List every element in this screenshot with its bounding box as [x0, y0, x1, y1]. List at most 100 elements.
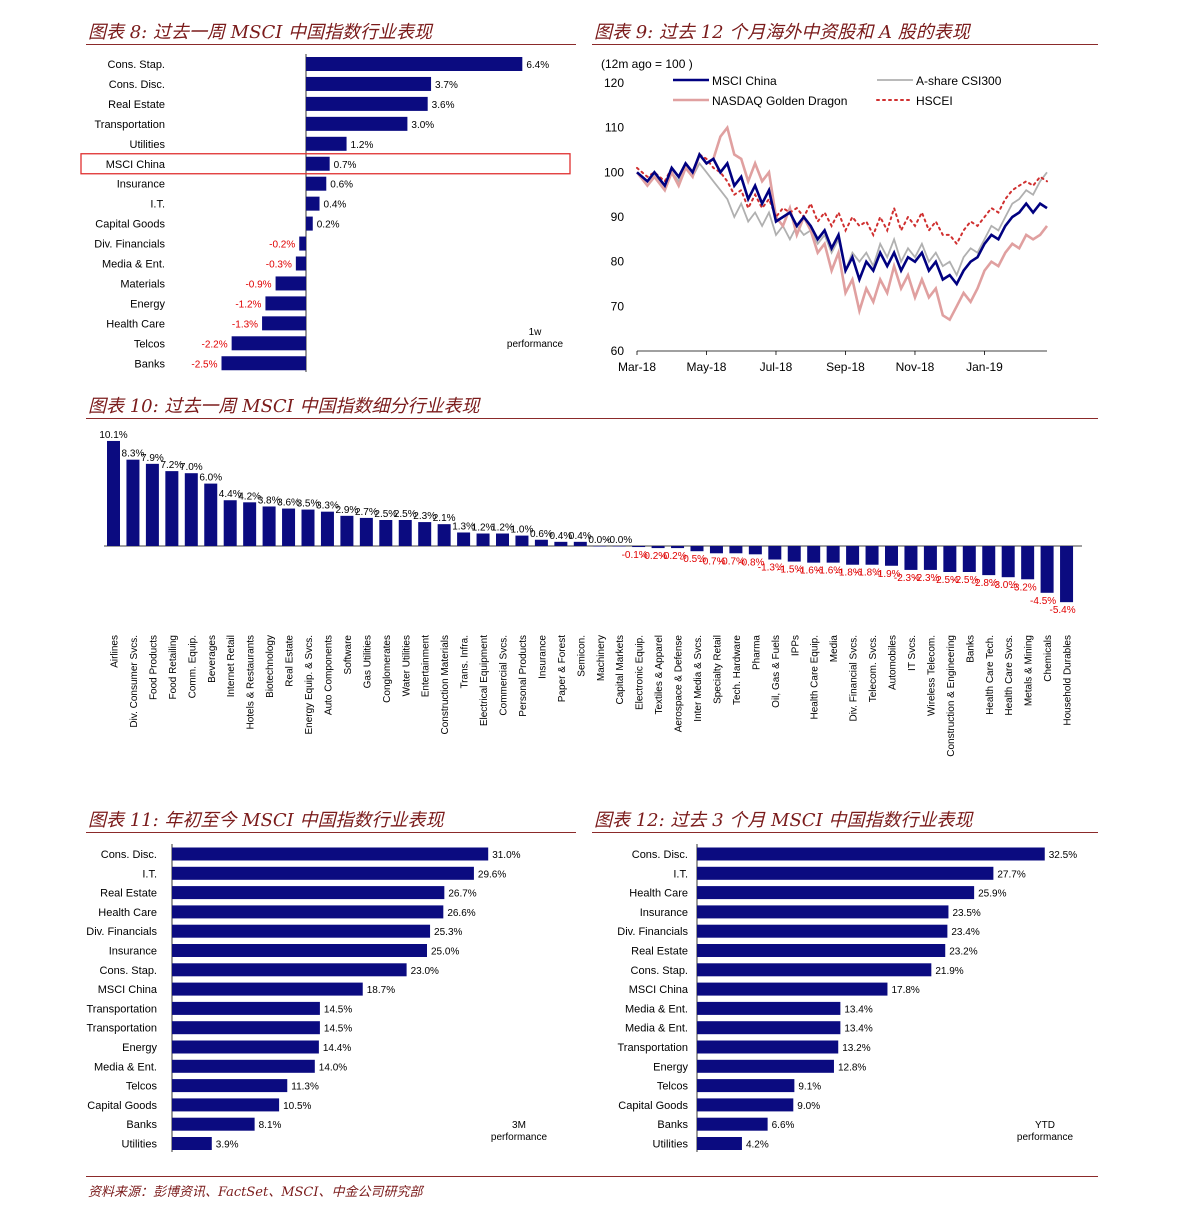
fig10-category-label: Media — [829, 635, 840, 663]
fig12-value-label: 23.5% — [952, 908, 980, 919]
fig8-value-label: 0.2% — [317, 220, 340, 231]
fig10-value-label: -2.3% — [913, 573, 939, 584]
fig11-svg: Cons. Disc. 31.0% I.T. 29.6% Real Estate 26.7… — [86, 844, 548, 1152]
fig8-category-label: Utilities — [130, 139, 166, 151]
fig10-category-label: Commercial Svcs. — [499, 635, 510, 716]
fig10-value-label: -0.2% — [660, 551, 686, 562]
fig12-category-label: Capital Goods — [618, 1100, 688, 1112]
fig10-bar — [671, 546, 685, 549]
fig12-value-label: 25.9% — [978, 889, 1006, 900]
fig8-bar — [306, 96, 428, 111]
fig11-bar — [172, 944, 427, 957]
fig8-highlight-box — [80, 153, 571, 175]
fig9-x-tick-label: Mar-18 — [618, 360, 656, 374]
fig10-category-label: Biotechnology — [265, 635, 276, 698]
fig10-category-label: Construction Materials — [440, 635, 451, 734]
fig8-category-label: MSCI China — [106, 159, 166, 171]
fig10-bar — [398, 520, 412, 546]
fig10-value-label: 3.3% — [316, 501, 339, 512]
fig10-category-label: Electrical Equipment — [479, 635, 490, 726]
fig10-category-label: Conglomerates — [382, 635, 393, 703]
fig12-value-label: 21.9% — [935, 966, 963, 977]
fig10-value-label: -4.5% — [1030, 596, 1056, 607]
fig12-value-label: 9.0% — [797, 1101, 820, 1112]
fig8-bar — [295, 256, 306, 271]
fig12-value-label: 17.8% — [891, 985, 919, 996]
fig10-bar — [379, 520, 393, 546]
fig10-category-label: Oil, Gas & Fuels — [771, 635, 782, 708]
fig8-bar — [221, 356, 306, 371]
fig9-legend-label: NASDAQ Golden Dragon — [712, 94, 847, 108]
fig10-bar — [107, 440, 120, 546]
fig10-value-label: 3.8% — [258, 495, 281, 506]
fig10-category-label: Chemicals — [1043, 635, 1054, 682]
fig11-category-label: MSCI China — [98, 984, 158, 996]
fig11-bar — [172, 1117, 255, 1131]
fig9-legend-label: A-share CSI300 — [916, 74, 1002, 88]
fig12-annotation: performance — [1017, 1132, 1074, 1143]
fig10-bar — [962, 546, 976, 572]
fig9-y-tick-label: 60 — [611, 344, 625, 358]
fig12-bar — [697, 944, 946, 957]
fig10-value-label: -2.5% — [933, 575, 959, 586]
fig12-value-label: 23.2% — [949, 947, 977, 958]
fig10-value-label: 0.4% — [549, 531, 572, 542]
fig10-value-label: -2.3% — [894, 573, 920, 584]
fig10-value-label: 0.4% — [569, 531, 592, 542]
fig11-bar — [172, 1098, 280, 1112]
fig8-bar — [265, 296, 306, 311]
fig8-value-label: -2.5% — [191, 359, 217, 370]
fig11-category-label: Cons. Stap. — [100, 965, 157, 977]
fig12-value-label: 23.4% — [951, 927, 979, 938]
fig9-x-tick-label: Nov-18 — [896, 360, 935, 374]
fig10-category-label: Telecom. Svcs. — [868, 635, 879, 702]
fig10-bar — [1040, 546, 1054, 593]
fig10-value-label: -0.1% — [622, 550, 648, 561]
fig8-category-label: Cons. Stap. — [108, 59, 165, 71]
fig10-bar — [184, 473, 198, 546]
fig10-value-label: 1.3% — [452, 521, 475, 532]
fig8-category-label: Telcos — [134, 338, 166, 350]
fig11-category-label: I.T. — [142, 868, 157, 880]
fig12-category-label: Banks — [657, 1119, 688, 1131]
fig8-category-label: Banks — [134, 358, 165, 370]
fig10-category-label: Software — [343, 635, 354, 675]
fig10-category-label: Paper & Forest — [557, 635, 568, 702]
fig10-category-label: Airlines — [110, 635, 121, 668]
fig12-value-label: 32.5% — [1049, 850, 1077, 861]
fig8-category-label: Cons. Disc. — [109, 79, 165, 91]
fig9-svg: 60 70 80 90 100 110 120 Mar-18 May-18 Jul-18 Sep-1… — [601, 57, 1049, 374]
fig8-bar — [306, 136, 347, 151]
fig10-bar — [573, 541, 587, 546]
fig11-value-label: 25.3% — [434, 927, 462, 938]
fig10-bar — [943, 546, 957, 572]
fig11-value-label: 14.0% — [319, 1062, 347, 1073]
fig11-value-label: 31.0% — [492, 850, 520, 861]
fig10-category-label: Tech. Hardware — [732, 635, 743, 705]
fig11-value-label: 14.4% — [323, 1043, 351, 1054]
fig8-value-label: 3.6% — [432, 100, 455, 111]
fig9-y-tick-label: 120 — [604, 76, 624, 90]
fig12-value-label: 12.8% — [838, 1062, 866, 1073]
fig10-category-label: Metals & Mining — [1024, 635, 1035, 706]
fig12-category-label: Telcos — [657, 1081, 689, 1093]
fig12-category-label: Real Estate — [631, 946, 688, 958]
fig11-category-label: Media & Ent. — [94, 1061, 157, 1073]
fig12-bar — [697, 866, 994, 880]
fig10-category-label: Hotels & Restaurants — [246, 635, 257, 730]
fig10-value-label: 4.2% — [238, 491, 261, 502]
fig10-category-label: Health Care Tech. — [985, 635, 996, 715]
fig10-bar — [496, 533, 509, 546]
fig10-value-label: -0.5% — [680, 554, 706, 565]
fig10-bar — [729, 546, 743, 554]
fig10-value-label: -2.5% — [952, 575, 978, 586]
fig11-bar — [172, 963, 407, 977]
fig10-title: 图表 10: 过去一周 MSCI 中国指数细分行业表现 — [88, 396, 480, 417]
fig10-value-label: 7.9% — [141, 453, 164, 464]
fig10-bar — [865, 546, 879, 565]
fig10-bar — [359, 517, 373, 546]
fig12-title-rule — [592, 832, 1098, 833]
fig11-value-label: 11.3% — [291, 1082, 319, 1093]
fig10-bar — [418, 522, 432, 546]
fig12-category-label: Utilities — [653, 1139, 689, 1151]
